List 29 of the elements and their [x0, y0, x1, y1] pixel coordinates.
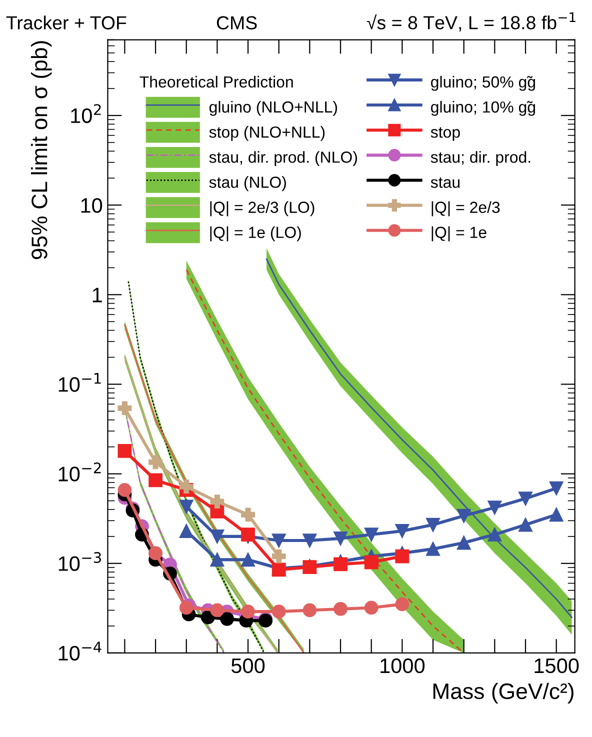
legend-label: |Q| = 1e [432, 226, 486, 242]
legend-label: |Q| = 2e/3 [432, 201, 500, 216]
y-tick-label: 10$^{−2}$ [58, 462, 101, 482]
y-axis-title: 95% CL limit on σ (pb) [30, 41, 52, 260]
legend-label: |Q| = 2e/3 (LO) [210, 201, 314, 216]
legend-label: gluino (NLO+NLL) [209, 100, 338, 116]
x-axis-title: Mass (GeV/c²) [433, 682, 574, 704]
y-tick-label: 10 [81, 198, 102, 213]
x-tick-label: 1500 [534, 658, 579, 674]
legend-label: stau; dir. prod. [430, 151, 530, 166]
legend-label: gluino; 10% g̃g [431, 100, 536, 116]
legend-label: |Q| = 1e (LO) [210, 226, 301, 242]
y-tick-label: 10$^{2}$ [71, 104, 101, 124]
y-tick-label: 10$^{−4}$ [58, 642, 102, 661]
legend-label: stau [430, 177, 460, 188]
text: CMS [216, 16, 257, 30]
legend-label: stop (NLO+NLL) [209, 126, 325, 141]
y-tick-label: 10$^{−3}$ [58, 552, 101, 571]
y-tick-label: 10$^{−1}$ [58, 373, 101, 392]
y-tick-label: 1 [92, 288, 102, 302]
legend-label: stau (NLO) [209, 176, 286, 192]
x-tick-label: 500 [231, 658, 265, 674]
legend-label: stop [430, 127, 460, 141]
legend-label: gluino; 50% g̃g [431, 76, 536, 91]
legend-label: stau, dir. prod. (NLO) [209, 151, 357, 166]
legend-title: Theoretical Prediction [140, 76, 293, 88]
x-tick-label: 1000 [380, 658, 425, 674]
text: √s = 8 TeV, L = 18.8 fb$^{−1}$ [366, 12, 576, 32]
text: Tracker + TOF [6, 16, 126, 30]
